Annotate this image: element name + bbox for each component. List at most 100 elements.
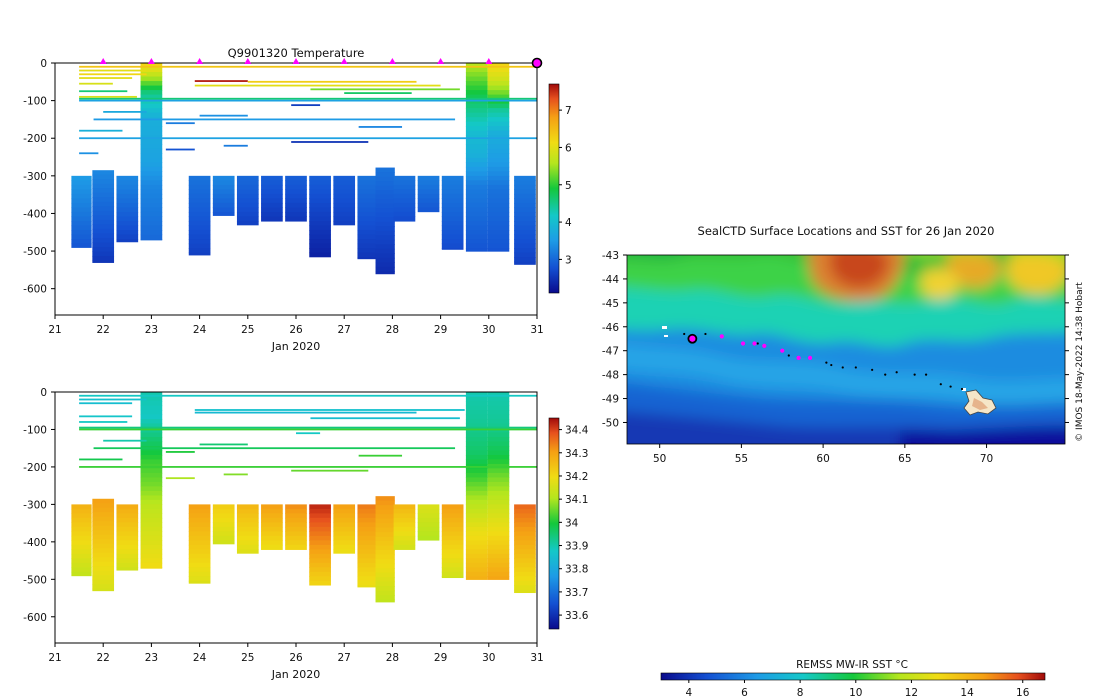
column-cell [140, 531, 163, 537]
profile-cell [188, 535, 211, 541]
profile-cell [393, 216, 416, 222]
x-tick-label: 31 [530, 324, 543, 336]
column-cell [140, 63, 163, 69]
profile-cell [309, 229, 331, 236]
profile-cell [357, 553, 380, 559]
track-location [787, 354, 790, 357]
surface-marker [292, 58, 300, 64]
profile-cell [188, 540, 211, 546]
column-cell [140, 108, 163, 114]
column-cell [140, 220, 163, 227]
column-cell [487, 409, 510, 416]
column-cell [140, 392, 163, 398]
y-tick-label: -200 [23, 462, 47, 474]
column-cell [487, 531, 510, 537]
profile-cell [188, 571, 211, 577]
column-cell [465, 409, 488, 416]
profile-cell [375, 595, 395, 601]
colorbar-tick-label: 34.4 [565, 425, 589, 437]
profile-cell [441, 184, 464, 190]
depth-line [79, 466, 537, 468]
column-cell [487, 112, 510, 118]
profile-cell [441, 562, 464, 568]
column-cell [487, 216, 510, 222]
column-cell [487, 423, 510, 429]
column-cell [140, 549, 163, 555]
current-location [687, 333, 698, 344]
profile-cell [188, 504, 211, 510]
profile-cell [375, 248, 395, 254]
lat-tick-label: -49 [602, 394, 619, 406]
profile-cell [375, 181, 395, 187]
profile-cell [333, 522, 356, 528]
profile-cell [417, 189, 440, 195]
temperature-plot-area [71, 63, 537, 275]
column-cell [465, 396, 488, 402]
depth-line [199, 114, 248, 117]
profile-cell [212, 202, 235, 209]
y-tick-label: 0 [40, 387, 47, 399]
profile-cell [261, 207, 283, 213]
depth-line [79, 97, 537, 100]
profile-cell [92, 219, 115, 225]
profile-cell [441, 549, 464, 555]
profile-cell [309, 207, 331, 213]
column-cell [487, 184, 510, 190]
profile-cell [393, 513, 416, 519]
profile-cell [188, 207, 211, 213]
column-cell [140, 67, 163, 73]
column-cell [465, 468, 488, 474]
profile-cell [116, 513, 139, 519]
profile-cell [71, 553, 92, 559]
profile-cell [188, 202, 211, 209]
profile-cell [514, 549, 536, 555]
profile-cell [188, 193, 211, 200]
colorbar-tick-label: 3 [565, 254, 572, 266]
column-cell [465, 531, 488, 537]
profile-cell [261, 517, 283, 523]
profile-cell [393, 526, 416, 532]
x-tick-label: 27 [338, 324, 351, 336]
profile-cell [92, 188, 115, 194]
profile-cell [92, 498, 115, 504]
column-cell [465, 103, 488, 109]
column-cell [140, 94, 163, 100]
profile-cell [285, 180, 307, 186]
profile-cell [116, 220, 139, 227]
column-cell [465, 432, 488, 438]
lat-tick-label: -48 [602, 370, 619, 382]
profile-cell [71, 216, 92, 222]
profile-cell [236, 202, 259, 209]
sst-colorbar-tick-label: 8 [797, 687, 804, 699]
profile-cell [285, 184, 307, 190]
profile-cell [212, 526, 235, 532]
recent-location [780, 348, 785, 353]
profile-cell [92, 192, 115, 198]
profile-cell [309, 211, 331, 218]
profile-cell [514, 540, 536, 546]
column-cell [487, 432, 510, 438]
column-cell [140, 409, 163, 416]
profile-cell [92, 575, 115, 581]
profile-cell [116, 504, 139, 510]
depth-line [291, 104, 321, 107]
profile-cell [285, 175, 307, 181]
column-cell [465, 553, 488, 559]
profile-cell [375, 536, 395, 542]
profile-cell [261, 180, 283, 186]
profile-cell [357, 504, 380, 510]
column-cell [140, 423, 163, 429]
profile-cell [236, 540, 259, 546]
salinity-plot-area [71, 392, 537, 603]
profile-cell [309, 526, 331, 532]
profile-cell [261, 184, 283, 190]
profile-cell [261, 544, 283, 550]
profile-cell [309, 504, 331, 510]
profile-cell [71, 211, 92, 218]
profile-cell [514, 175, 536, 181]
profile-cell [375, 244, 395, 250]
profile-cell [309, 531, 331, 537]
profile-cell [441, 207, 464, 213]
column-cell [465, 445, 488, 452]
profile-cell [417, 184, 440, 190]
